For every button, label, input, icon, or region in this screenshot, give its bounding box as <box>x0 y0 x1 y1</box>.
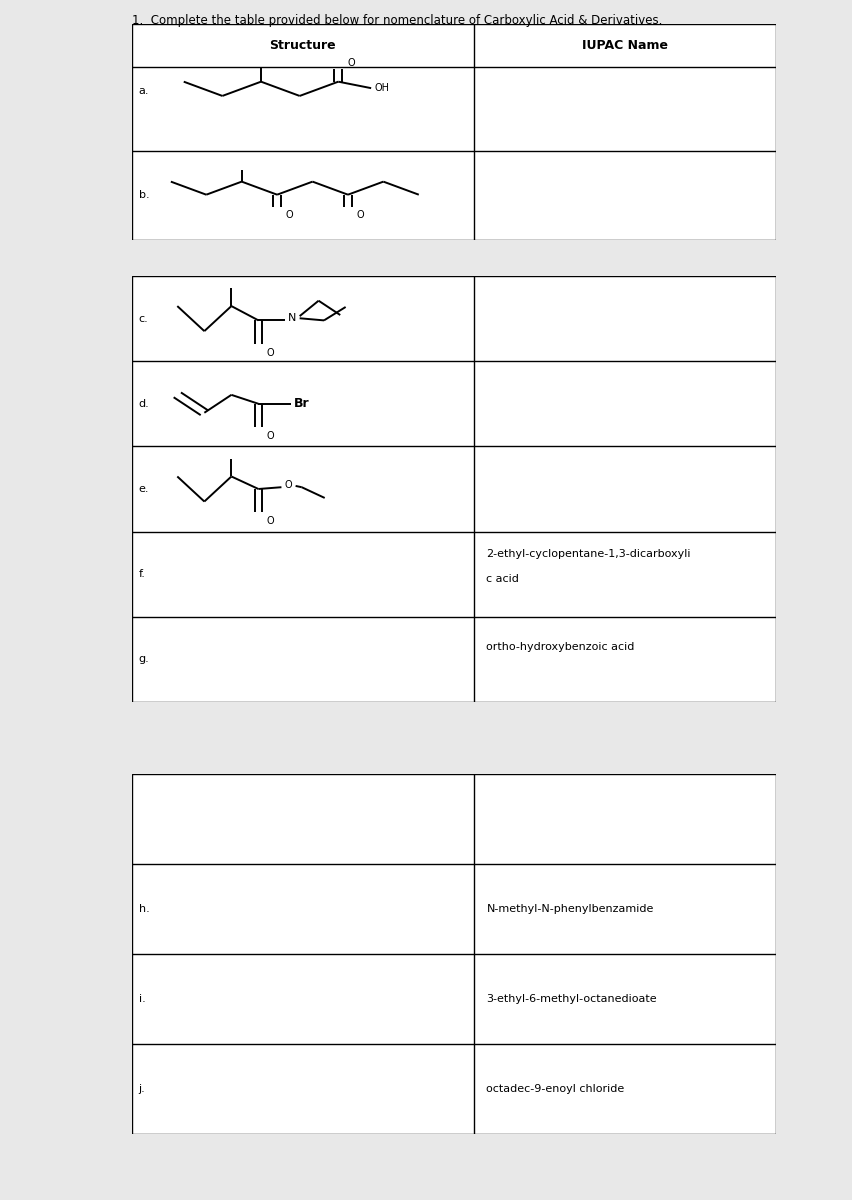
Text: j.: j. <box>139 1084 145 1094</box>
Text: O: O <box>285 210 293 220</box>
Text: N-methyl-N-phenylbenzamide: N-methyl-N-phenylbenzamide <box>486 904 653 914</box>
Text: O: O <box>267 348 274 358</box>
Text: 1.  Complete the table provided below for nomenclature of Carboxylic Acid & Deri: 1. Complete the table provided below for… <box>132 14 662 28</box>
Text: ortho-hydroxybenzoic acid: ortho-hydroxybenzoic acid <box>486 642 634 652</box>
Text: OH: OH <box>374 83 389 94</box>
Text: 2-ethyl-cyclopentane-1,3-dicarboxyli: 2-ethyl-cyclopentane-1,3-dicarboxyli <box>486 548 690 559</box>
Text: g.: g. <box>139 654 149 665</box>
Text: i.: i. <box>139 994 145 1004</box>
Text: d.: d. <box>139 398 149 409</box>
Text: e.: e. <box>139 484 149 494</box>
Text: 3-ethyl-6-methyl-octanedioate: 3-ethyl-6-methyl-octanedioate <box>486 994 656 1004</box>
Text: a.: a. <box>139 86 149 96</box>
Text: Structure: Structure <box>269 40 336 52</box>
Text: O: O <box>285 480 292 490</box>
Text: c.: c. <box>139 313 148 324</box>
Text: N: N <box>287 313 296 323</box>
Text: h.: h. <box>139 904 149 914</box>
Text: O: O <box>347 58 354 67</box>
Text: IUPAC Name: IUPAC Name <box>581 40 667 52</box>
Text: O: O <box>267 431 274 440</box>
Text: O: O <box>267 516 274 526</box>
Text: b.: b. <box>139 190 149 199</box>
Text: O: O <box>356 210 364 220</box>
Text: c acid: c acid <box>486 575 519 584</box>
Text: Br: Br <box>294 397 309 410</box>
Text: octadec-9-enoyl chloride: octadec-9-enoyl chloride <box>486 1084 624 1094</box>
Text: f.: f. <box>139 569 146 580</box>
